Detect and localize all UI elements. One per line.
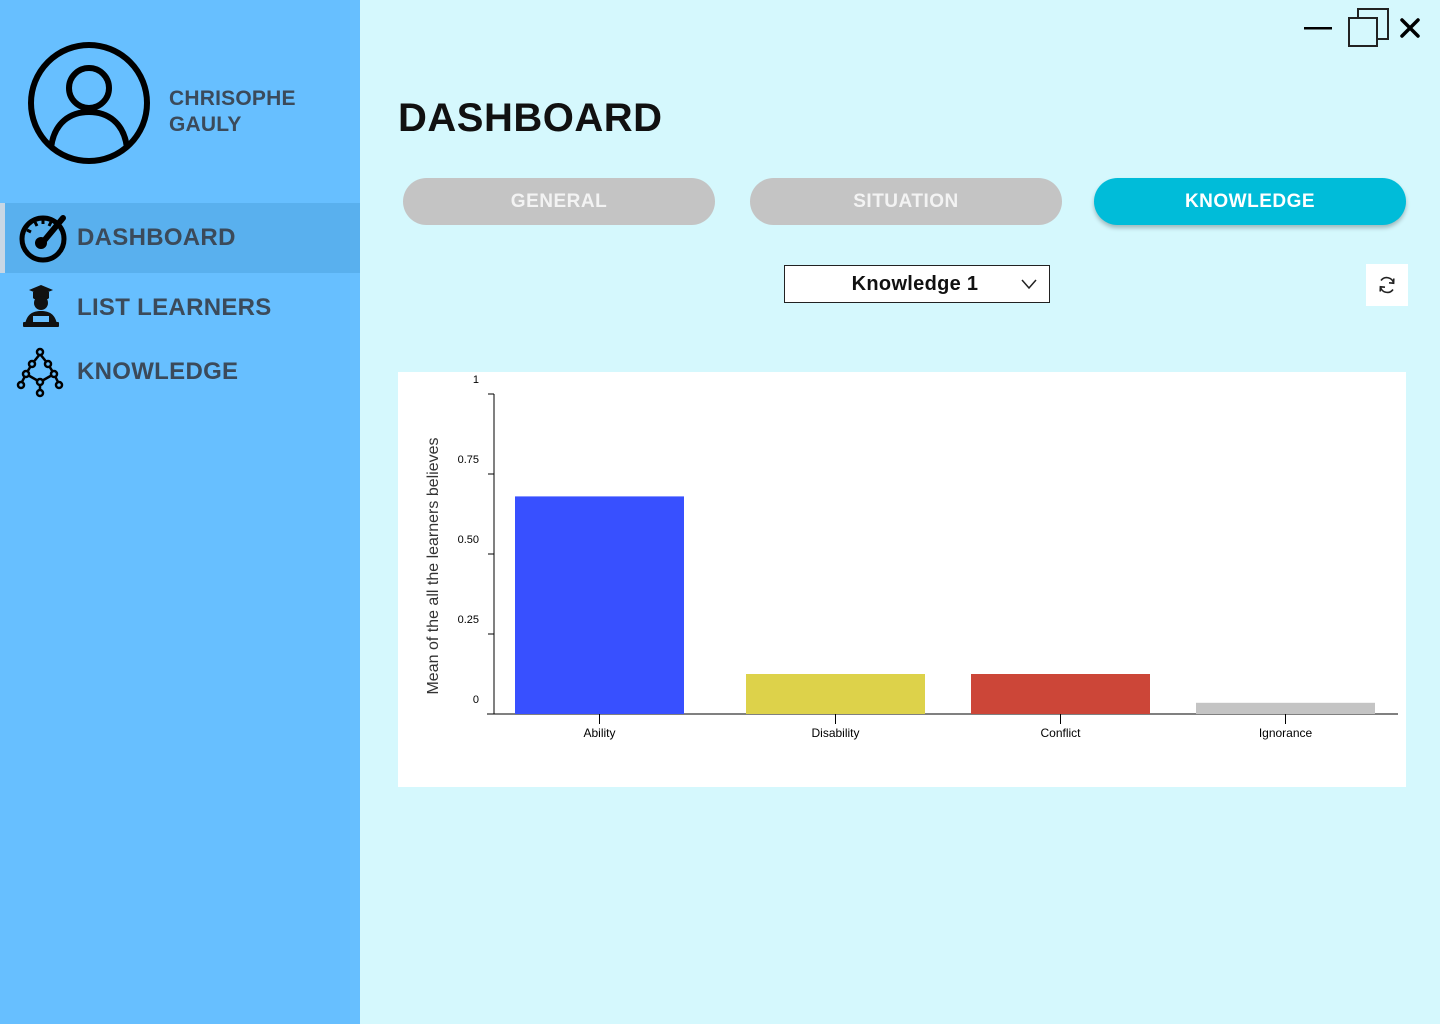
dashboard-gauge-icon xyxy=(17,212,69,264)
maximize-button[interactable] xyxy=(1346,8,1390,48)
y-tick-label: 0.75 xyxy=(458,454,479,466)
user-last-name: GAULY xyxy=(169,113,242,136)
tab-knowledge[interactable]: KNOWLEDGE xyxy=(1094,178,1406,225)
tab-situation[interactable]: SITUATION xyxy=(750,178,1062,225)
minimize-button[interactable] xyxy=(1303,8,1335,48)
user-avatar-icon xyxy=(28,42,150,164)
minimize-icon xyxy=(1304,27,1332,30)
bar-ability xyxy=(515,496,684,714)
sidebar-item-label: DASHBOARD xyxy=(77,224,236,251)
y-axis-label: Mean of the all the learners believes xyxy=(425,437,442,694)
chevron-down-icon xyxy=(1021,279,1037,290)
bar-disability xyxy=(746,674,925,714)
knowledge-select-value: Knowledge 1 xyxy=(851,272,979,295)
knowledge-select[interactable]: Knowledge 1 xyxy=(784,265,1050,303)
y-tick-label: 0.25 xyxy=(458,614,479,626)
user-first-name: CHRISOPHE xyxy=(169,87,296,110)
x-tick-label: Ignorance xyxy=(1259,726,1313,740)
sidebar-item-list-learners[interactable]: LIST LEARNERS xyxy=(0,273,360,343)
sidebar: CHRISOPHE GAULY DASHBOARD LIST LEARN xyxy=(0,0,360,1024)
y-tick-label: 0 xyxy=(473,694,479,706)
sidebar-item-dashboard[interactable]: DASHBOARD xyxy=(0,203,360,273)
restore-icon xyxy=(1348,8,1389,47)
x-tick-label: Ability xyxy=(583,726,615,740)
bar-chart: 0 0.25 0.50 0.75 1 Mean of the all the learne… xyxy=(425,374,1398,740)
user-name: CHRISOPHE GAULY xyxy=(169,86,296,138)
y-tick-label: 1 xyxy=(473,374,479,386)
y-tick-label: 0.50 xyxy=(458,534,479,546)
tab-general[interactable]: GENERAL xyxy=(403,178,715,225)
sidebar-item-knowledge[interactable]: KNOWLEDGE xyxy=(0,337,360,407)
knowledge-graph-icon xyxy=(14,346,66,398)
page-title: DASHBOARD xyxy=(398,96,663,140)
close-button[interactable] xyxy=(1396,8,1424,48)
bar-conflict xyxy=(971,674,1150,714)
x-tick-label: Conflict xyxy=(1040,726,1081,740)
refresh-button[interactable] xyxy=(1366,264,1408,306)
chart-panel: 0 0.25 0.50 0.75 1 Mean of the all the learne… xyxy=(398,372,1406,787)
sidebar-item-label: KNOWLEDGE xyxy=(77,358,239,385)
sidebar-item-label: LIST LEARNERS xyxy=(77,294,272,321)
bar-ignorance xyxy=(1196,702,1375,714)
refresh-icon xyxy=(1379,276,1395,294)
graduate-icon xyxy=(15,281,67,333)
close-icon xyxy=(1400,18,1420,38)
x-tick-label: Disability xyxy=(811,726,859,740)
